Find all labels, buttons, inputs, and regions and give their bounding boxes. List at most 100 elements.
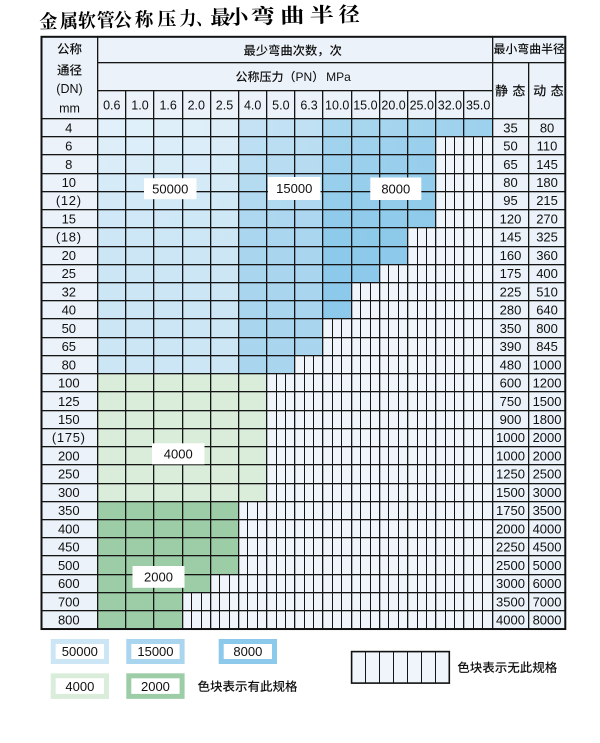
svg-text:15000: 15000 (137, 644, 173, 659)
svg-text:3000: 3000 (496, 576, 525, 591)
svg-text:PN: PN (296, 70, 313, 84)
svg-text:175: 175 (500, 266, 522, 281)
svg-text:900: 900 (500, 412, 522, 427)
svg-text:6000: 6000 (533, 576, 562, 591)
svg-text:500: 500 (58, 558, 80, 573)
svg-text:280: 280 (500, 303, 522, 318)
svg-text:150: 150 (58, 412, 80, 427)
svg-text:145: 145 (500, 230, 522, 245)
svg-text:35: 35 (503, 120, 517, 135)
svg-text:1.0: 1.0 (131, 98, 148, 112)
svg-text:390: 390 (500, 339, 522, 354)
svg-text:0.6: 0.6 (103, 98, 120, 112)
svg-text:160: 160 (500, 248, 522, 263)
svg-text:8: 8 (65, 157, 72, 172)
svg-text:95: 95 (503, 193, 517, 208)
svg-text:2000: 2000 (141, 679, 170, 694)
svg-text:65: 65 (62, 339, 76, 354)
svg-text:145: 145 (536, 157, 558, 172)
svg-text:1000: 1000 (496, 448, 525, 463)
svg-text:1250: 1250 (496, 467, 525, 482)
svg-text:845: 845 (536, 339, 558, 354)
svg-text:5.0: 5.0 (272, 98, 289, 112)
svg-text:1800: 1800 (533, 412, 562, 427)
svg-text:750: 750 (500, 394, 522, 409)
svg-text:2000: 2000 (144, 570, 173, 585)
svg-text:2000: 2000 (496, 521, 525, 536)
svg-text:25.0: 25.0 (410, 98, 434, 112)
svg-text:32.0: 32.0 (438, 98, 462, 112)
svg-text:20.0: 20.0 (381, 98, 405, 112)
svg-text:7000: 7000 (533, 594, 562, 609)
svg-text:1000: 1000 (533, 357, 562, 372)
svg-text:450: 450 (58, 540, 80, 555)
svg-text:2500: 2500 (533, 467, 562, 482)
svg-text:25: 25 (62, 266, 76, 281)
svg-text:8000: 8000 (533, 613, 562, 628)
svg-text:10: 10 (62, 175, 76, 190)
svg-text:(18): (18) (56, 230, 82, 245)
svg-text:325: 325 (536, 230, 558, 245)
svg-text:600: 600 (500, 376, 522, 391)
svg-text:2000: 2000 (533, 448, 562, 463)
svg-text:2250: 2250 (496, 540, 525, 555)
svg-text:(12): (12) (56, 193, 82, 208)
svg-text:110: 110 (537, 139, 558, 154)
svg-text:(175): (175) (52, 430, 86, 445)
svg-text:3000: 3000 (533, 485, 562, 500)
svg-text:32: 32 (62, 284, 76, 299)
svg-text:4000: 4000 (496, 613, 525, 628)
svg-text:100: 100 (58, 376, 80, 391)
svg-text:15.0: 15.0 (353, 98, 377, 112)
svg-text:125: 125 (58, 394, 80, 409)
svg-text:400: 400 (536, 266, 558, 281)
svg-text:180: 180 (536, 175, 558, 190)
svg-text:3500: 3500 (496, 594, 525, 609)
svg-text:50000: 50000 (152, 181, 188, 196)
svg-text:65: 65 (503, 157, 517, 172)
svg-text:350: 350 (58, 503, 80, 518)
svg-text:50000: 50000 (62, 644, 98, 659)
svg-text:120: 120 (500, 211, 522, 226)
svg-text:50: 50 (62, 321, 76, 336)
svg-text:350: 350 (500, 321, 522, 336)
svg-text:1500: 1500 (496, 485, 525, 500)
svg-text:400: 400 (58, 521, 80, 536)
svg-text:1500: 1500 (533, 394, 562, 409)
svg-text:80: 80 (540, 120, 554, 135)
svg-text:250: 250 (58, 467, 80, 482)
svg-text:20: 20 (62, 248, 76, 263)
svg-text:225: 225 (500, 284, 522, 299)
svg-text:80: 80 (503, 175, 517, 190)
svg-text:4.0: 4.0 (244, 98, 261, 112)
svg-text:6.3: 6.3 (300, 98, 317, 112)
svg-text:MPa: MPa (326, 70, 351, 84)
svg-text:1200: 1200 (533, 376, 562, 391)
svg-text:2.0: 2.0 (188, 98, 205, 112)
svg-text:3500: 3500 (533, 503, 562, 518)
svg-text:4000: 4000 (65, 679, 94, 694)
svg-text:360: 360 (536, 248, 558, 263)
svg-text:640: 640 (536, 303, 558, 318)
svg-text:270: 270 (536, 211, 558, 226)
svg-text:8000: 8000 (233, 644, 262, 659)
svg-text:15000: 15000 (276, 181, 312, 196)
svg-text:510: 510 (536, 284, 558, 299)
svg-text:2500: 2500 (496, 558, 525, 573)
svg-text:(DN): (DN) (56, 82, 82, 96)
svg-text:200: 200 (58, 448, 80, 463)
svg-text:300: 300 (58, 485, 80, 500)
svg-text:4500: 4500 (533, 540, 562, 555)
svg-text:2000: 2000 (533, 430, 562, 445)
svg-text:80: 80 (62, 357, 76, 372)
svg-text:8000: 8000 (381, 181, 410, 196)
svg-text:2.5: 2.5 (216, 98, 233, 112)
svg-text:4: 4 (65, 120, 72, 135)
svg-text:1.6: 1.6 (159, 98, 176, 112)
svg-text:700: 700 (58, 594, 80, 609)
svg-text:40: 40 (62, 303, 76, 318)
svg-text:50: 50 (503, 139, 517, 154)
svg-text:600: 600 (58, 576, 80, 591)
svg-text:215: 215 (536, 193, 558, 208)
svg-text:480: 480 (500, 357, 522, 372)
